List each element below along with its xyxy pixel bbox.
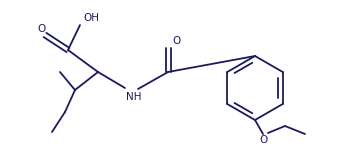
Text: O: O [260, 135, 268, 145]
Text: O: O [172, 36, 180, 46]
Text: O: O [37, 24, 45, 34]
Text: OH: OH [83, 13, 99, 23]
Text: NH: NH [126, 92, 142, 102]
